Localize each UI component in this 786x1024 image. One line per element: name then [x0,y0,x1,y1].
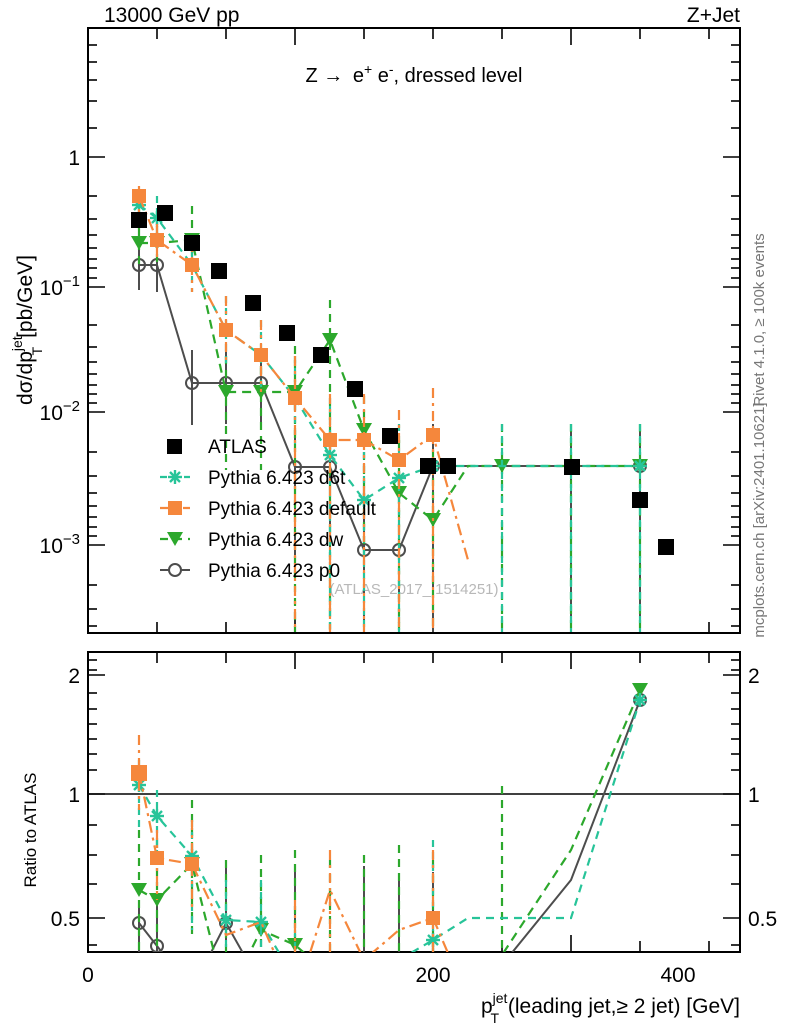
main-data-layer [131,186,674,632]
ratio-panel: 2 1 0.5 2 1 0.5 Ratio to ATLAS [21,651,777,953]
ratio-ytick-05: 0.5 [51,908,80,931]
main-ytick-1: 1 [68,147,80,170]
legend-label-atlas: ATLAS [208,437,267,458]
legend-label-d6t: Pythia 6.423 d6t [208,468,346,489]
legend: ATLAS Pythia 6.423 d6t Pythia 6.423 defa… [160,437,377,582]
ratio-ytick-05-right: 0.5 [748,908,777,931]
legend-label-dw: Pythia 6.423 dw [208,530,343,551]
legend-label-default: Pythia 6.423 default [208,499,377,520]
legend-marker-dw [167,532,183,546]
series-default-main [132,186,470,632]
main-panel: 1 10−1 10−2 10−3 dσ/dpjet T [pb/GeV] Z → … [9,27,741,634]
legend-marker-d6t [168,470,182,484]
legend-item-atlas[interactable]: ATLAS [167,437,267,458]
ratio-ytick-1: 1 [68,784,80,807]
ratio-y-ticks [88,659,740,946]
legend-item-default[interactable]: Pythia 6.423 default [160,499,377,520]
ratio-ytick-1-right: 1 [748,784,760,807]
header-left: 13000 GeV pp [104,4,239,27]
legend-marker-atlas [167,439,182,454]
ratio-ytick-2-right: 2 [748,665,760,688]
svg-text:10−1: 10−1 [40,273,80,300]
xtick-200: 200 [415,964,450,987]
header-right: Z+Jet [687,4,740,27]
sidebar-rivet-version: Rivet 4.1.0, ≥ 100k events [751,233,768,406]
legend-item-d6t[interactable]: Pythia 6.423 d6t [160,468,346,489]
main-y-ticks [88,44,740,627]
xtick-0: 0 [82,964,94,987]
dataset-watermark: (ATLAS_2017_I1514251) [329,581,498,598]
main-plot-title: Z → e+ e-, dressed level [306,61,523,87]
legend-marker-p0 [168,563,182,577]
series-atlas-main [131,205,674,555]
ratio-y-axis-label: Ratio to ATLAS [21,773,40,888]
main-plot-frame [87,27,741,634]
legend-item-p0[interactable]: Pythia 6.423 p0 [160,561,340,582]
sidebar-mcplots-ref: mcplots.cern.ch [arXiv:2401.10621] [751,402,768,637]
ratio-data-layer [131,683,648,952]
legend-item-dw[interactable]: Pythia 6.423 dw [160,530,343,551]
series-default-ratio [131,735,449,952]
legend-label-p0: Pythia 6.423 p0 [208,561,340,582]
main-ytick-1e-1: 10−1 [40,273,80,300]
legend-marker-default [168,501,182,515]
xtick-400: 400 [660,964,695,987]
ratio-ytick-2: 2 [68,665,80,688]
